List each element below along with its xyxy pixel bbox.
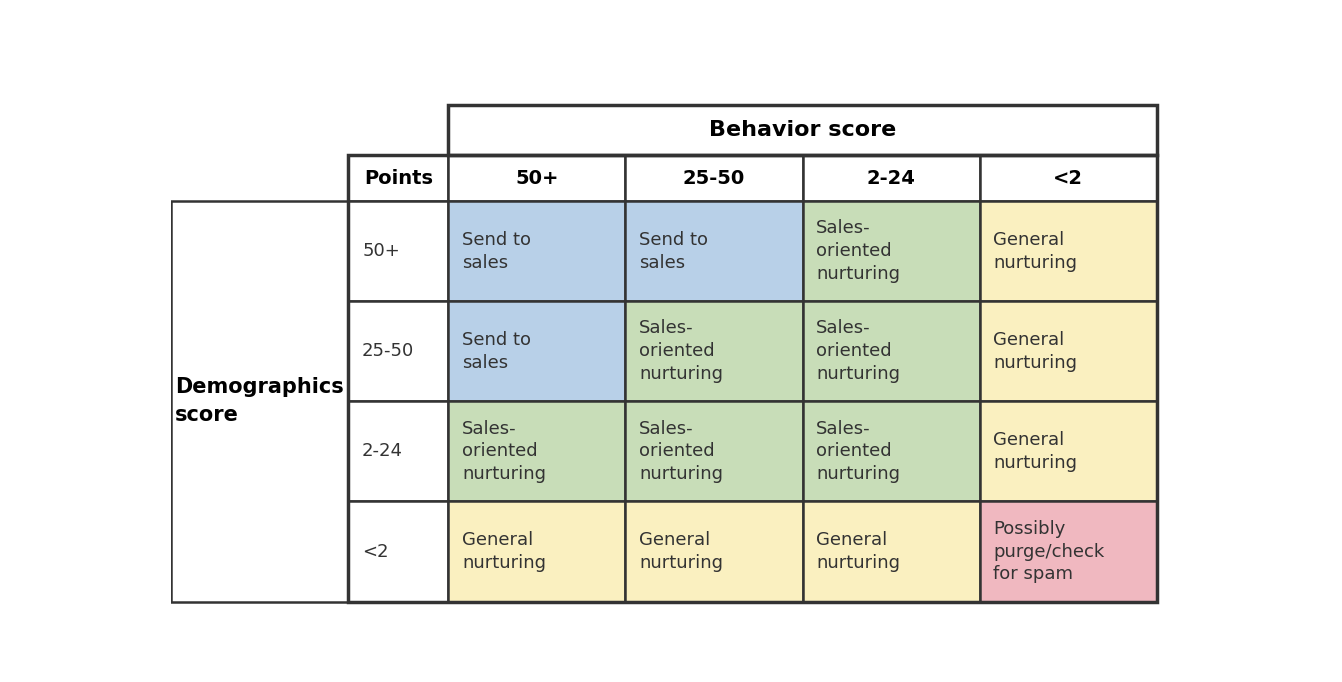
Bar	[803, 155, 980, 201]
Bar	[448, 501, 625, 602]
Bar	[348, 402, 448, 501]
Text: <2: <2	[362, 543, 389, 561]
Text: <2: <2	[1053, 168, 1083, 188]
Text: 25-50: 25-50	[362, 342, 415, 360]
Text: Possibly
purge/check
for spam: Possibly purge/check for spam	[993, 520, 1104, 583]
Text: General
nurturing: General nurturing	[993, 431, 1078, 472]
Text: Sales-
oriented
nurturing: Sales- oriented nurturing	[816, 419, 900, 484]
Bar	[348, 155, 448, 201]
Text: General
nurturing: General nurturing	[993, 331, 1078, 372]
Text: Send to
sales: Send to sales	[462, 331, 531, 372]
Text: General
nurturing: General nurturing	[993, 231, 1078, 271]
Bar	[803, 201, 980, 301]
Text: General
nurturing: General nurturing	[639, 531, 723, 572]
Bar	[625, 501, 803, 602]
Text: Behavior score: Behavior score	[709, 120, 896, 140]
Bar	[448, 201, 625, 301]
Text: General
nurturing: General nurturing	[462, 531, 546, 572]
Bar	[980, 501, 1157, 602]
Bar	[625, 301, 803, 402]
Text: Points: Points	[364, 168, 432, 188]
Text: Sales-
oriented
nurturing: Sales- oriented nurturing	[816, 220, 900, 283]
Text: General
nurturing: General nurturing	[816, 531, 900, 572]
Text: Sales-
oriented
nurturing: Sales- oriented nurturing	[639, 319, 723, 383]
Bar	[348, 301, 448, 402]
Bar	[980, 402, 1157, 501]
Bar	[803, 501, 980, 602]
Text: 2-24: 2-24	[867, 168, 915, 188]
Text: Send to
sales: Send to sales	[462, 231, 531, 271]
Text: 2-24: 2-24	[362, 443, 403, 460]
Text: Sales-
oriented
nurturing: Sales- oriented nurturing	[462, 419, 546, 484]
Text: 25-50: 25-50	[683, 168, 745, 188]
Text: Send to
sales: Send to sales	[639, 231, 709, 271]
Text: Demographics
score: Demographics score	[176, 377, 344, 426]
Text: 50+: 50+	[515, 168, 558, 188]
Text: 50+: 50+	[362, 242, 400, 261]
Bar	[803, 301, 980, 402]
Bar	[625, 402, 803, 501]
Bar	[625, 155, 803, 201]
Bar	[448, 402, 625, 501]
Text: Sales-
oriented
nurturing: Sales- oriented nurturing	[639, 419, 723, 484]
Bar	[980, 201, 1157, 301]
Bar	[980, 301, 1157, 402]
Bar	[448, 155, 625, 201]
Bar	[625, 201, 803, 301]
Bar	[348, 155, 1157, 602]
Bar	[448, 105, 1157, 155]
Bar	[348, 501, 448, 602]
Bar	[448, 105, 1157, 155]
Text: Sales-
oriented
nurturing: Sales- oriented nurturing	[816, 319, 900, 383]
Bar	[172, 201, 348, 602]
Bar	[448, 301, 625, 402]
Bar	[980, 155, 1157, 201]
Bar	[803, 402, 980, 501]
Bar	[348, 201, 448, 301]
